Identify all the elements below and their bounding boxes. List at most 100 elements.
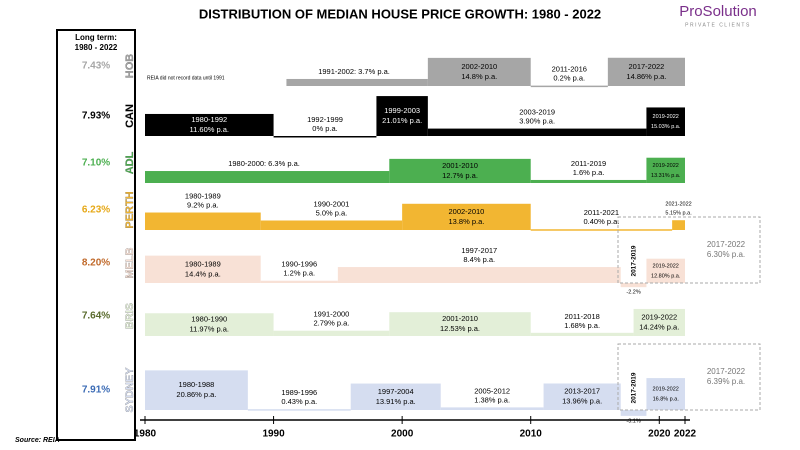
rate-label: 8.4% p.a. [463,255,495,264]
rate-label: 13.96% p.a. [562,397,602,406]
period-bar [440,407,544,410]
rate-label: 1.2% p.a. [283,269,315,278]
rate-label: 13.91% p.a. [376,397,416,406]
period-bar [530,179,647,183]
long-term-header: Long term: [75,33,117,42]
overall-period: 2017-2022 [707,367,746,376]
rate-label: 21.01% p.a. [382,116,422,125]
period-label: 1997-2017 [461,246,497,255]
x-tick-label: 2022 [674,429,697,440]
period-bar [260,220,403,230]
period-bar [145,113,274,136]
period-label: 2021-2022 [665,202,691,208]
period-bar [286,78,428,86]
period-label: 2002-2010 [448,207,484,216]
period-label: 2001-2010 [442,161,478,170]
rate-label: 13.8% p.a. [448,217,484,226]
period-label: 2017-2019 [630,245,637,276]
period-label: 2019-2022 [653,163,679,169]
rate-label: 0% p.a. [312,124,337,133]
rate-label: 0.40% p.a. [583,217,619,226]
rate-label: 12.53% p.a. [440,324,480,333]
overall-box [617,216,761,284]
period-label: 1980-1992 [191,115,227,124]
period-bar [145,212,261,230]
period-bar [376,96,428,136]
period-label: 2019-2022 [641,312,677,321]
period-label: 1990-2001 [313,199,349,208]
period-bar [273,330,390,336]
long-term-value: 8.20% [82,258,110,269]
period-bar [530,229,673,231]
logo-subtitle: PRIVATE CLIENTS [685,22,751,28]
period-bar [427,128,647,136]
rate-label: 11.60% p.a. [190,125,229,134]
rate-label: 20.86% p.a. [176,390,216,399]
rate-label: 9.2% p.a. [187,201,219,210]
source: Source: REIA [15,437,60,444]
period-bar [530,332,634,336]
period-bar [620,283,647,288]
period-bar [530,85,608,88]
rate-label: 0.2% p.a. [553,74,585,83]
rate-label: 14.86% p.a. [626,72,666,81]
period-label: 2005-2012 [474,386,510,395]
period-label: 2013-2017 [564,387,600,396]
rate-label: 2.79% p.a. [313,319,349,328]
x-tick-label: 2000 [391,429,414,440]
overall-rate: 6.30% p.a. [707,250,745,259]
city-name: HOB [124,54,136,79]
x-tick-label: 1990 [262,429,285,440]
rate-label: 14.8% p.a. [461,72,497,81]
long-term-header: 1980 - 2022 [75,43,118,52]
period-bar [543,383,621,410]
period-label: 1997-2004 [378,387,414,396]
period-label: 1999-2003 [384,106,420,115]
long-term-value: 7.43% [82,61,110,72]
period-label: 1980-1990 [191,315,227,324]
period-label: 1980-1988 [178,380,214,389]
rate-label: 11.97% p.a. [190,325,229,334]
x-tick-label: 1980 [134,429,157,440]
x-tick-label: 2010 [520,429,543,440]
period-label: 2001-2010 [442,314,478,323]
rate-label: 5.15% p.a. [665,211,692,217]
period-bar [402,203,531,230]
period-bar [389,158,531,183]
period-label: 2019-2022 [653,114,679,120]
period-bar [646,107,685,136]
rate-label: 16.8% p.a. [653,396,680,402]
rate-label: -3.1% [626,418,640,424]
period-label: 2011-2019 [571,159,606,168]
rate-label: 15.03% p.a. [651,124,681,130]
period-bar [646,157,685,183]
x-tick-label: 2020 [648,429,671,440]
period-label: 2019-2022 [653,263,679,269]
long-term-value: 7.91% [82,385,110,396]
city-name: SYDNEY [124,367,136,413]
period-bar [633,308,685,336]
rate-label: 3.7% p.a. [358,67,390,76]
period-bar [620,410,647,416]
period-label: 1990-1996 [281,260,317,269]
period-label: 2017-2019 [630,372,637,403]
period-label: 2003-2019 [519,108,555,117]
period-label: 2011-2016 [552,65,587,74]
period-bar [337,267,621,283]
period-label: 2019-2022 [653,386,679,392]
city-name: ADL [124,151,136,174]
long-term-value: 7.64% [82,311,110,322]
rate-label: 1.6% p.a. [573,168,605,177]
period-label: 1980-2000: [228,159,266,168]
rate-label: 3.90% p.a. [519,117,555,126]
city-name: MELB [124,247,136,278]
chart-title: DISTRIBUTION OF MEDIAN HOUSE PRICE GROWT… [199,6,601,21]
city-name: PERTH [124,191,136,228]
period-label: 2011-2018 [564,312,599,321]
period-bar [427,57,531,86]
period-label: 1992-1999 [307,115,343,124]
overall-box [617,343,761,411]
period-bar [273,136,377,138]
period-bar [607,57,685,86]
